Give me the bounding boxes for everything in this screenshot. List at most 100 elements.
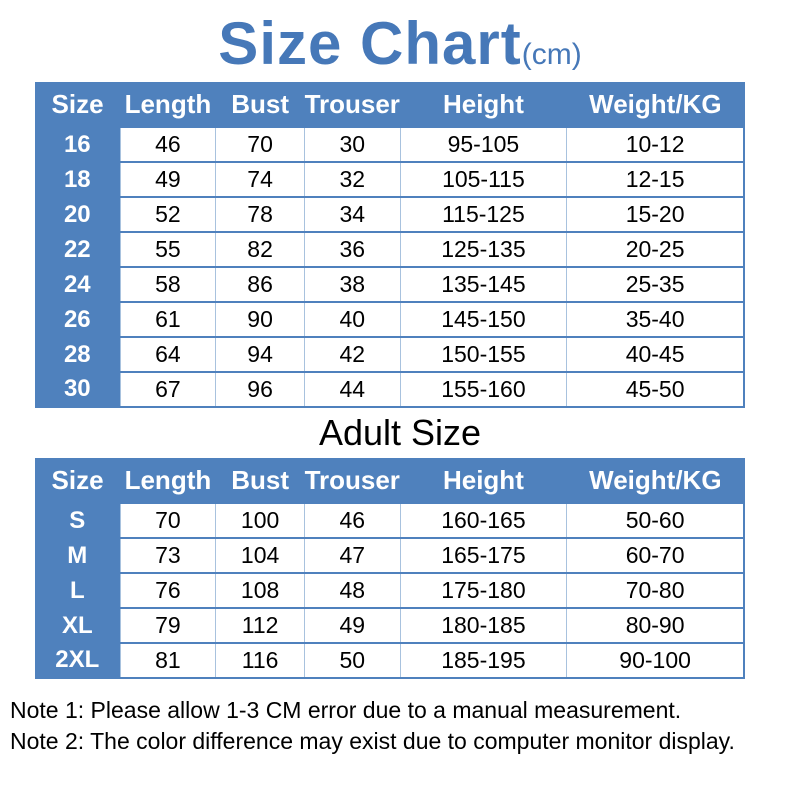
- measurement-cell: 40-45: [566, 336, 746, 373]
- table-row: XL 79 112 49 180-185 80-90: [35, 607, 746, 644]
- measurement-cell: 145-150: [399, 301, 568, 338]
- table-row: 20 52 78 34 115-125 15-20: [35, 196, 746, 233]
- size-label: 2XL: [35, 643, 121, 679]
- column-header-bust: Bust: [215, 458, 305, 503]
- measurement-cell: 104: [215, 537, 305, 574]
- column-header-weight-kg: Weight/KG: [566, 82, 744, 127]
- measurement-cell: 74: [215, 161, 305, 198]
- measurement-cell: 60-70: [566, 537, 746, 574]
- measurement-cell: 105-115: [399, 161, 568, 198]
- size-label: XL: [35, 608, 121, 643]
- measurement-cell: 80-90: [566, 607, 746, 644]
- measurement-cell: 108: [215, 572, 305, 609]
- column-header-size: Size: [35, 82, 121, 127]
- measurement-cell: 100: [215, 502, 305, 539]
- measurement-cell: 78: [215, 196, 305, 233]
- measurement-cell: 67: [119, 371, 217, 408]
- adult-size-heading: Adult Size: [318, 412, 482, 453]
- measurement-cell: 82: [215, 231, 305, 268]
- measurement-cell: 116: [215, 642, 305, 679]
- header-row: Size Length Bust Trouser Height Weight/KG: [35, 458, 744, 503]
- measurement-cell: 36: [303, 231, 401, 268]
- table-row: S 70 100 46 160-165 50-60: [35, 502, 746, 539]
- measurement-cell: 115-125: [399, 196, 568, 233]
- measurement-cell: 42: [303, 336, 401, 373]
- measurement-cell: 15-20: [566, 196, 746, 233]
- measurement-cell: 79: [119, 607, 217, 644]
- measurement-cell: 70-80: [566, 572, 746, 609]
- page-title: Size Chart(cm): [0, 0, 800, 82]
- column-header-height: Height: [400, 82, 567, 127]
- measurement-cell: 58: [119, 266, 217, 303]
- measurement-cell: 45-50: [566, 371, 746, 408]
- column-header-weight-kg: Weight/KG: [566, 458, 744, 503]
- notes: Note 1: Please allow 1-3 CM error due to…: [10, 695, 800, 757]
- column-header-size: Size: [35, 458, 121, 503]
- column-header-trouser: Trouser: [304, 458, 401, 503]
- measurement-cell: 73: [119, 537, 217, 574]
- measurement-cell: 70: [119, 502, 217, 539]
- measurement-cell: 185-195: [399, 642, 568, 679]
- header-row: Size Length Bust Trouser Height Weight/KG: [35, 82, 744, 127]
- measurement-cell: 44: [303, 371, 401, 408]
- column-header-bust: Bust: [215, 82, 305, 127]
- measurement-cell: 35-40: [566, 301, 746, 338]
- measurement-cell: 90-100: [566, 642, 746, 679]
- measurement-cell: 12-15: [566, 161, 746, 198]
- table-row: 24 58 86 38 135-145 25-35: [35, 266, 746, 303]
- size-label: 18: [35, 162, 121, 197]
- size-label: 28: [35, 337, 121, 372]
- measurement-cell: 135-145: [399, 266, 568, 303]
- measurement-cell: 81: [119, 642, 217, 679]
- measurement-cell: 70: [215, 126, 305, 163]
- measurement-cell: 10-12: [566, 126, 746, 163]
- size-label: 22: [35, 232, 121, 267]
- measurement-cell: 25-35: [566, 266, 746, 303]
- measurement-cell: 48: [303, 572, 401, 609]
- measurement-cell: 95-105: [399, 126, 568, 163]
- size-label: 30: [35, 372, 121, 408]
- column-header-trouser: Trouser: [304, 82, 401, 127]
- measurement-cell: 76: [119, 572, 217, 609]
- measurement-cell: 180-185: [399, 607, 568, 644]
- measurement-cell: 90: [215, 301, 305, 338]
- table-row: 16 46 70 30 95-105 10-12: [35, 126, 746, 163]
- column-header-height: Height: [400, 458, 567, 503]
- size-label: 16: [35, 127, 121, 162]
- measurement-cell: 32: [303, 161, 401, 198]
- size-label: S: [35, 503, 121, 538]
- measurement-cell: 96: [215, 371, 305, 408]
- adult-size-table: Size Length Bust Trouser Height Weight/KG S 70 1…: [35, 458, 746, 679]
- size-label: L: [35, 573, 121, 608]
- measurement-cell: 30: [303, 126, 401, 163]
- measurement-cell: 55: [119, 231, 217, 268]
- measurement-cell: 49: [119, 161, 217, 198]
- title-text: Size Chart: [218, 10, 522, 77]
- table-row: 2XL 81 116 50 185-195 90-100: [35, 642, 746, 679]
- measurement-cell: 61: [119, 301, 217, 338]
- measurement-cell: 46: [303, 502, 401, 539]
- note-2: Note 2: The color difference may exist d…: [10, 728, 735, 754]
- measurement-cell: 50-60: [566, 502, 746, 539]
- size-label: M: [35, 538, 121, 573]
- note-1: Note 1: Please allow 1-3 CM error due to…: [10, 697, 682, 723]
- measurement-cell: 64: [119, 336, 217, 373]
- measurement-cell: 20-25: [566, 231, 746, 268]
- table-row: 26 61 90 40 145-150 35-40: [35, 301, 746, 338]
- measurement-cell: 38: [303, 266, 401, 303]
- size-label: 26: [35, 302, 121, 337]
- measurement-cell: 50: [303, 642, 401, 679]
- table-row: M 73 104 47 165-175 60-70: [35, 537, 746, 574]
- measurement-cell: 165-175: [399, 537, 568, 574]
- size-label: 20: [35, 197, 121, 232]
- measurement-cell: 47: [303, 537, 401, 574]
- measurement-cell: 150-155: [399, 336, 568, 373]
- table-row: 18 49 74 32 105-115 12-15: [35, 161, 746, 198]
- measurement-cell: 160-165: [399, 502, 568, 539]
- column-header-length: Length: [120, 458, 216, 503]
- measurement-cell: 34: [303, 196, 401, 233]
- table-row: L 76 108 48 175-180 70-80: [35, 572, 746, 609]
- table-row: 22 55 82 36 125-135 20-25: [35, 231, 746, 268]
- column-header-length: Length: [120, 82, 216, 127]
- table-row: 30 67 96 44 155-160 45-50: [35, 371, 746, 408]
